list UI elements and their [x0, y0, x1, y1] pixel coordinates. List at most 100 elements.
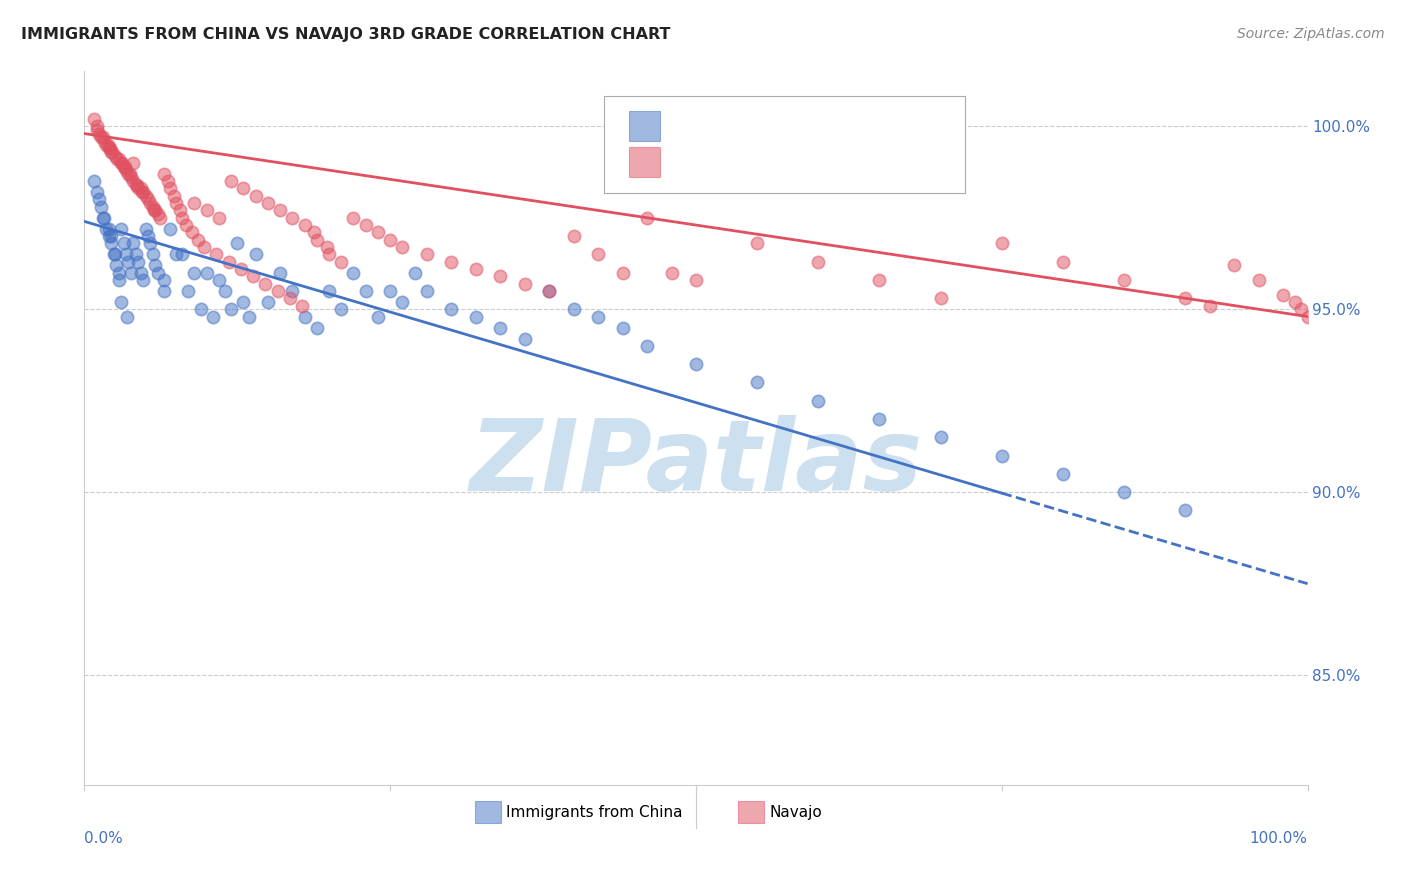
Point	[90, 200, 112, 214]
Point	[83, 112, 105, 126]
Point	[685, 357, 707, 371]
Point	[208, 211, 231, 225]
Point	[100, 145, 122, 159]
Point	[125, 247, 148, 261]
Point	[136, 229, 159, 244]
Point	[278, 291, 301, 305]
Point	[367, 226, 389, 240]
Point	[380, 284, 402, 298]
Point	[183, 266, 205, 280]
Point	[1284, 294, 1306, 309]
Point	[127, 254, 149, 268]
Point	[97, 137, 120, 152]
Point	[127, 181, 149, 195]
Point	[156, 174, 179, 188]
Point	[143, 258, 166, 272]
Point	[86, 123, 108, 137]
Point	[208, 273, 231, 287]
Point	[354, 218, 377, 232]
Point	[159, 221, 181, 235]
Point	[315, 240, 337, 254]
Point	[232, 181, 254, 195]
Point	[232, 294, 254, 309]
Point	[305, 320, 328, 334]
Point	[1114, 485, 1136, 500]
Point	[238, 310, 260, 324]
Point	[86, 185, 108, 199]
Point	[87, 193, 110, 207]
Point	[110, 294, 132, 309]
Point	[174, 218, 197, 232]
Point	[177, 284, 200, 298]
Point	[380, 233, 402, 247]
Point	[105, 258, 128, 272]
Point	[114, 160, 136, 174]
Point	[91, 130, 114, 145]
Point	[205, 247, 228, 261]
Point	[513, 277, 536, 291]
Point	[169, 203, 191, 218]
Point	[254, 277, 277, 291]
Text: R = -0.498: R = -0.498	[671, 154, 762, 169]
Point	[122, 174, 145, 188]
Point	[181, 226, 204, 240]
Text: N = 115: N = 115	[786, 154, 851, 169]
Point	[869, 412, 891, 426]
Point	[139, 236, 162, 251]
Point	[91, 211, 114, 225]
Point	[86, 120, 108, 134]
Point	[125, 178, 148, 192]
Point	[489, 269, 512, 284]
Point	[190, 302, 212, 317]
Point	[586, 247, 609, 261]
Point	[107, 152, 129, 166]
Point	[132, 273, 155, 287]
Point	[294, 218, 316, 232]
Point	[129, 266, 152, 280]
Point	[131, 185, 153, 199]
Point	[201, 310, 224, 324]
Point	[143, 203, 166, 218]
Point	[83, 174, 105, 188]
Text: Source: ZipAtlas.com: Source: ZipAtlas.com	[1237, 27, 1385, 41]
FancyBboxPatch shape	[628, 112, 661, 141]
Point	[103, 247, 125, 261]
Point	[129, 181, 152, 195]
Point	[1174, 291, 1197, 305]
Point	[354, 284, 377, 298]
Point	[464, 310, 486, 324]
Point	[330, 254, 353, 268]
Point	[135, 221, 157, 235]
Point	[318, 247, 340, 261]
Point	[1052, 467, 1074, 481]
Point	[991, 449, 1014, 463]
Text: Immigrants from China: Immigrants from China	[506, 805, 683, 820]
Point	[142, 247, 165, 261]
Point	[115, 247, 138, 261]
Point	[991, 236, 1014, 251]
Point	[110, 156, 132, 170]
Point	[98, 141, 121, 155]
Point	[146, 207, 169, 221]
Point	[153, 273, 176, 287]
Point	[257, 294, 280, 309]
Point	[115, 310, 138, 324]
Point	[132, 185, 155, 199]
Point	[97, 229, 120, 244]
Point	[404, 266, 426, 280]
Point	[269, 266, 291, 280]
Text: N =  83: N = 83	[786, 119, 851, 134]
Point	[636, 211, 658, 225]
Point	[685, 273, 707, 287]
Point	[107, 273, 129, 287]
Point	[172, 247, 194, 261]
Point	[105, 152, 128, 166]
Point	[104, 148, 127, 162]
Point	[929, 291, 952, 305]
Point	[281, 211, 304, 225]
Point	[291, 299, 314, 313]
Point	[117, 167, 139, 181]
Point	[245, 188, 267, 202]
Point	[269, 203, 291, 218]
Point	[159, 181, 181, 195]
